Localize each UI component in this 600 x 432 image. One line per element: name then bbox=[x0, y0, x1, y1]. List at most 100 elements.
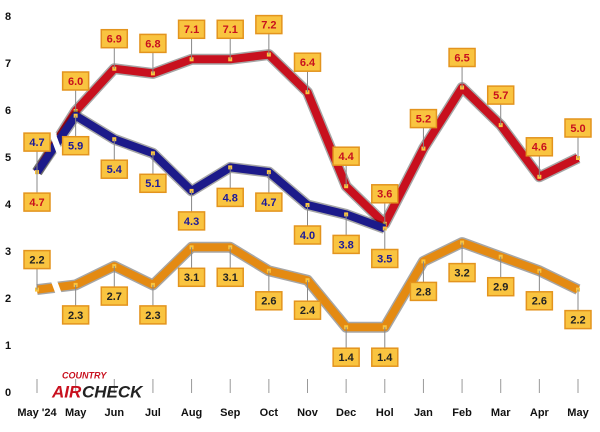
logo-top: COUNTRY bbox=[62, 370, 107, 380]
x-tick-label: Jun bbox=[105, 407, 125, 419]
data-label: 2.2 bbox=[29, 255, 44, 267]
x-tick-label: Dec bbox=[336, 407, 356, 419]
label-box bbox=[177, 267, 206, 288]
label-box bbox=[177, 19, 206, 40]
label-box bbox=[216, 19, 244, 40]
data-label: 7.1 bbox=[223, 24, 238, 36]
label-box bbox=[23, 249, 51, 270]
x-tick-label: Feb bbox=[452, 407, 472, 419]
x-tick-label: May bbox=[65, 407, 87, 419]
label-box bbox=[293, 225, 322, 245]
label-box bbox=[100, 159, 129, 179]
data-label: 7.2 bbox=[261, 20, 276, 32]
label-box bbox=[61, 71, 90, 91]
label-box bbox=[255, 291, 283, 311]
label-box bbox=[525, 291, 554, 311]
x-tick-label: Jul bbox=[145, 407, 161, 419]
x-tick-label: Aug bbox=[181, 407, 202, 419]
label-box bbox=[255, 14, 283, 35]
data-label: 5.1 bbox=[145, 178, 160, 190]
data-label: 1.4 bbox=[377, 352, 393, 364]
line-break bbox=[50, 278, 63, 297]
x-tick-label: Sep bbox=[220, 407, 240, 419]
data-label: 6.4 bbox=[300, 57, 316, 69]
data-label: 2.3 bbox=[68, 310, 83, 322]
label-box bbox=[216, 267, 244, 288]
y-tick-label: 1 bbox=[5, 340, 11, 352]
data-label: 4.7 bbox=[261, 197, 276, 209]
data-label: 3.5 bbox=[377, 253, 392, 265]
data-label: 4.8 bbox=[223, 192, 238, 204]
y-tick-label: 6 bbox=[5, 105, 11, 117]
label-box bbox=[61, 305, 90, 325]
label-box bbox=[332, 146, 360, 166]
label-box bbox=[409, 108, 438, 129]
label-box bbox=[216, 187, 244, 208]
x-tick-label: Apr bbox=[530, 407, 550, 419]
data-label: 4.3 bbox=[184, 216, 199, 228]
data-label: 5.0 bbox=[570, 123, 585, 135]
label-box bbox=[139, 173, 167, 194]
data-label: 5.7 bbox=[493, 90, 508, 102]
data-label: 2.9 bbox=[493, 282, 508, 294]
line-break bbox=[50, 134, 63, 153]
data-label: 4.6 bbox=[532, 142, 547, 154]
label-box bbox=[139, 33, 167, 54]
y-tick-label: 3 bbox=[5, 246, 11, 258]
data-label: 6.0 bbox=[68, 76, 83, 88]
label-box bbox=[486, 85, 515, 105]
x-tick-label: Nov bbox=[297, 407, 319, 419]
data-label: 3.6 bbox=[377, 189, 392, 201]
logo-check: CHECK bbox=[82, 382, 144, 401]
data-label: 4.7 bbox=[29, 197, 44, 209]
label-box bbox=[564, 118, 592, 138]
label-box bbox=[525, 137, 554, 157]
label-box bbox=[448, 262, 476, 283]
label-box bbox=[332, 347, 360, 367]
label-box bbox=[61, 135, 90, 156]
label-box bbox=[100, 28, 129, 49]
x-tick-label: Mar bbox=[491, 407, 511, 419]
label-box bbox=[486, 276, 515, 297]
x-tick-label: Oct bbox=[260, 407, 279, 419]
data-label: 2.4 bbox=[300, 305, 316, 317]
label-box bbox=[293, 300, 322, 320]
logo-air: AIR bbox=[51, 382, 82, 401]
x-tick-label: Hol bbox=[376, 407, 394, 419]
data-label: 4.7 bbox=[29, 137, 44, 149]
y-tick-label: 7 bbox=[5, 58, 11, 70]
data-label: 3.1 bbox=[223, 272, 238, 284]
x-tick-label: Jan bbox=[414, 407, 433, 419]
data-label: 2.6 bbox=[261, 296, 276, 308]
y-tick-label: 8 bbox=[5, 11, 11, 23]
label-box bbox=[448, 47, 476, 68]
label-box bbox=[371, 184, 399, 204]
label-box bbox=[409, 281, 438, 302]
data-label: 2.3 bbox=[145, 310, 160, 322]
x-tick-label: May bbox=[567, 407, 589, 419]
data-label: 4.4 bbox=[338, 151, 354, 163]
line bbox=[33, 111, 387, 233]
label-box bbox=[177, 211, 206, 231]
label-box bbox=[564, 309, 592, 330]
label-box bbox=[371, 347, 399, 367]
data-label: 2.7 bbox=[107, 291, 122, 303]
data-label: 5.4 bbox=[107, 164, 123, 176]
data-label: 1.4 bbox=[338, 352, 354, 364]
data-label: 3.8 bbox=[338, 239, 353, 251]
data-label: 3.2 bbox=[454, 268, 469, 280]
data-label: 6.9 bbox=[107, 34, 122, 46]
data-label: 6.8 bbox=[145, 38, 160, 50]
label-box bbox=[293, 52, 322, 72]
data-label: 4.0 bbox=[300, 230, 315, 242]
y-tick-label: 2 bbox=[5, 293, 11, 305]
data-label: 2.6 bbox=[532, 296, 547, 308]
label-box bbox=[100, 286, 129, 306]
y-tick-label: 5 bbox=[5, 152, 11, 164]
label-box bbox=[332, 234, 360, 255]
data-label: 2.8 bbox=[416, 286, 431, 298]
label-box bbox=[139, 305, 167, 325]
y-tick-label: 4 bbox=[5, 199, 12, 211]
y-tick-label: 0 bbox=[5, 387, 11, 399]
